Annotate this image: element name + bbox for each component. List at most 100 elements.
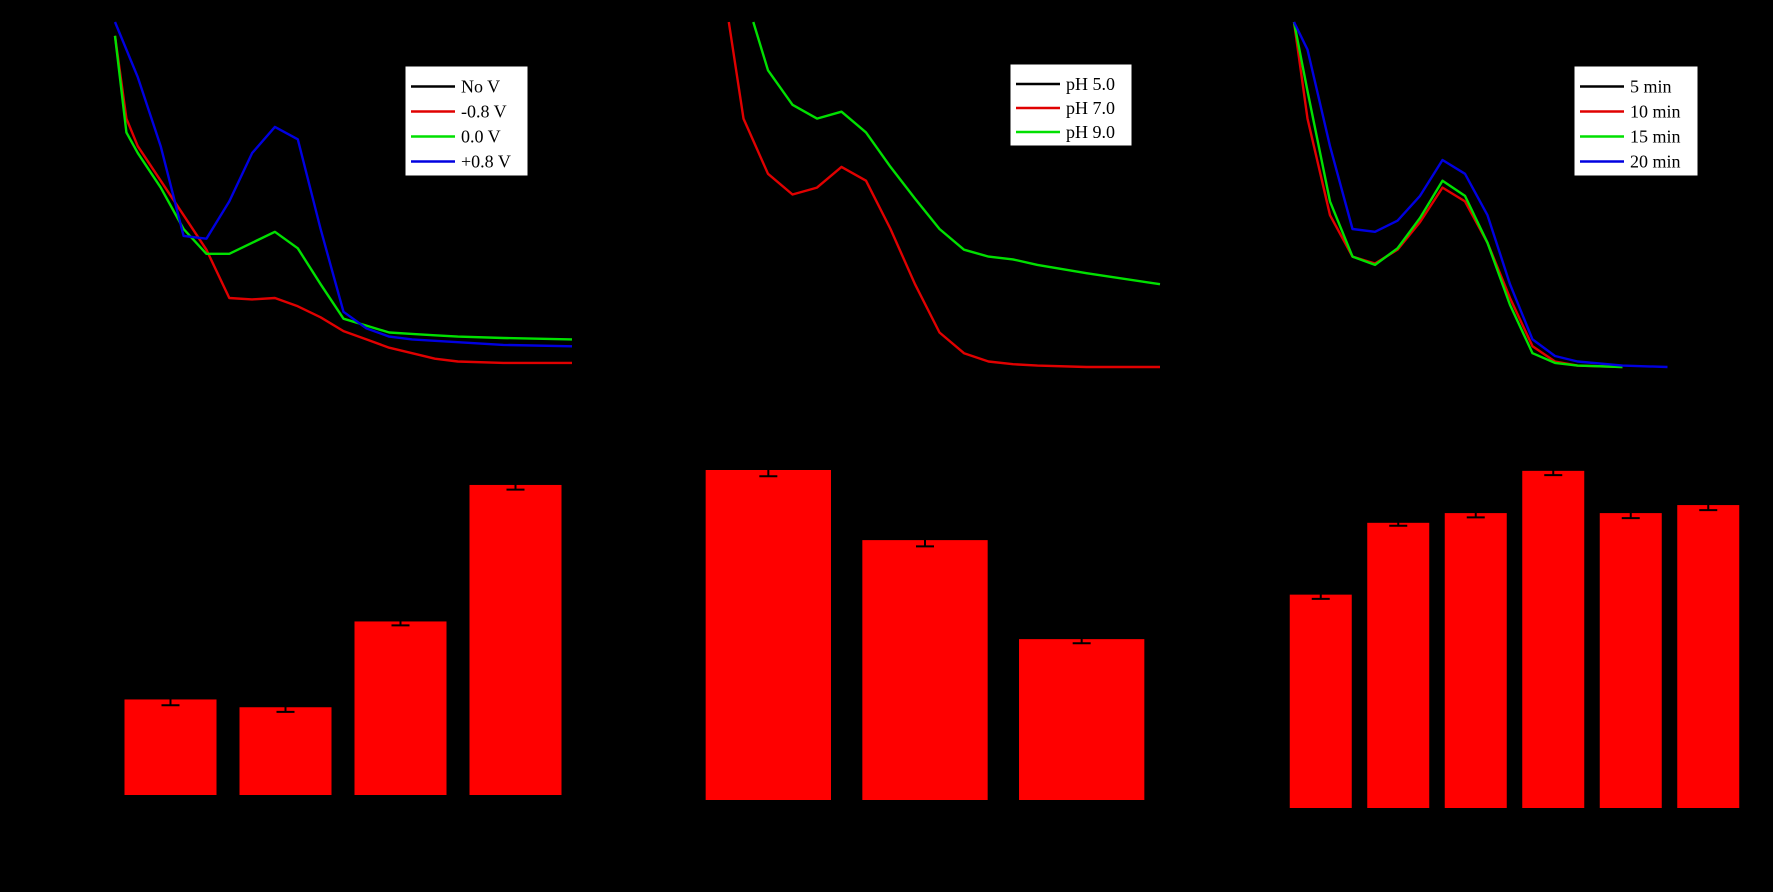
y-tick-label: 60 [1254, 547, 1270, 564]
x-tick-label: 20 [1545, 817, 1561, 834]
legend-entry: 10 min [1630, 102, 1681, 122]
x-tick-label: 350 [903, 376, 927, 393]
y-tick-label: 0.15 [75, 152, 103, 169]
y-tick-label: 0.10 [75, 221, 103, 238]
bar [124, 699, 217, 795]
panel-label: (C) [1340, 45, 1367, 67]
panel-label: (a) [138, 476, 160, 498]
y-tick-label: 40 [1254, 631, 1270, 648]
x-tick-label: 400 [446, 376, 470, 393]
series-line-0-0-V [113, 35, 573, 341]
y-tick-label: 0 [1262, 800, 1270, 817]
legend-entry: No V [461, 77, 500, 97]
legend-entry: 5 min [1630, 77, 1672, 97]
x-tick-label: 250 [1273, 376, 1297, 393]
y-tick-label: 80 [85, 475, 101, 492]
x-tick-label: 300 [781, 376, 805, 393]
legend-entry: pH 5.0 [1066, 74, 1115, 94]
chart-panel-C: (C) 250 300 350 400 450 0.00 0.05 0.10 0.15 0.20 0.… [1191, 14, 1747, 424]
y-tick-label: 20 [1254, 716, 1270, 733]
bar [1599, 513, 1662, 808]
x-axis-label: Wavelength (nm) [281, 403, 406, 424]
legend-entry: 20 min [1630, 152, 1681, 172]
x-tick-label: 400 [1026, 376, 1050, 393]
bar [1444, 513, 1507, 808]
chart-panel-B: (B) 250 300 350 400 450 0.00 0.05 0.10 0.15 0.20 0.… [576, 14, 1172, 424]
chart-panel-a: (a) 0 20 40 60 80 No V -0.8 V 0 V 0.8 V E (V vs. S… [39, 475, 562, 852]
x-axis-label: E (V vs. SCE) [292, 831, 395, 852]
panel-label: (A) [168, 51, 196, 73]
legend-entry: pH 7.0 [1066, 98, 1115, 118]
y-tick-label: 60 [85, 553, 101, 570]
y-tick-label: 0.25 [630, 14, 658, 31]
x-axis-label: Wavelength (nm) [852, 403, 977, 424]
series-line-10-min [1292, 21, 1623, 369]
y-tick-label: 0.15 [1245, 152, 1273, 169]
y-tick-label: 0.15 [630, 152, 658, 169]
y-tick-label: 0.05 [75, 290, 103, 307]
y-tick-label: 20 [85, 709, 101, 726]
chart-panel-A: (A) 250 300 350 400 450 0.00 0.05 0.10 0.15 0.20 0.… [21, 14, 584, 424]
y-tick-label: 0.00 [630, 359, 658, 376]
panel-label: (b) [862, 481, 885, 503]
panel-label: (c) [1306, 486, 1328, 508]
bar [469, 484, 562, 795]
legend-box [404, 65, 529, 177]
x-tick-label: 5 [1317, 817, 1325, 834]
legend-box [1573, 65, 1699, 177]
series-line--0-8-V [113, 35, 572, 365]
x-tick-label: 300 [1386, 376, 1410, 393]
bar [1522, 470, 1585, 808]
chart-panel-b: (b) 0 20 40 60 80 pH 5 pH 7 pH 9 Degradation perc… [616, 462, 1145, 826]
bar [354, 621, 447, 795]
series-line-pH-7-0 [727, 21, 1160, 369]
x-tick-label: 450 [560, 376, 584, 393]
x-tick-label: 25 [1623, 817, 1639, 834]
bar [1019, 639, 1145, 800]
y-tick-label: 0.20 [630, 83, 658, 100]
y-tick-label: 0.00 [75, 359, 103, 376]
y-tick-label: 0.05 [630, 290, 658, 307]
x-tick-label: 15 [1468, 817, 1484, 834]
y-tick-label: 0 [670, 792, 678, 809]
legend-entry: pH 9.0 [1066, 122, 1115, 142]
x-tick-label: 0.8 V [498, 804, 534, 821]
x-tick-label: pH 7 [909, 809, 941, 826]
bar [1367, 522, 1430, 808]
y-tick-label: 0.20 [1245, 83, 1273, 100]
y-axis-label: Degradation percent (%) [39, 550, 60, 728]
x-tick-label: No V [153, 804, 188, 821]
y-tick-label: 0.25 [1245, 14, 1273, 31]
x-tick-label: 250 [103, 376, 127, 393]
y-tick-label: 0.10 [630, 221, 658, 238]
y-axis-label: Degradation percent (%) [1208, 550, 1229, 728]
series-line-15-min [1292, 21, 1623, 369]
bar [705, 470, 831, 800]
y-axis-label: Absorbance (a.u.) [21, 130, 42, 258]
x-tick-label: pH 9 [1066, 809, 1098, 826]
x-tick-label: 350 [332, 376, 356, 393]
legend-entry: 15 min [1630, 127, 1681, 147]
bar [862, 540, 988, 800]
panel-label: (B) [843, 41, 870, 63]
y-tick-label: 40 [85, 631, 101, 648]
y-tick-label: 0.10 [1245, 221, 1273, 238]
x-tick-label: 10 [1390, 817, 1406, 834]
y-axis-label: Absorbance (a.u.) [1191, 130, 1212, 258]
x-tick-label: 450 [1148, 376, 1172, 393]
x-axis-label: Time (minutes) [1459, 844, 1570, 865]
y-tick-label: 0.20 [75, 83, 103, 100]
y-tick-label: 70 [1254, 504, 1270, 521]
series-line--0-8-V [113, 21, 573, 348]
y-tick-label: 40 [662, 627, 678, 644]
series-line-pH-9-0 [752, 21, 1161, 286]
y-tick-label: 0.00 [1245, 359, 1273, 376]
x-tick-label: 400 [1611, 376, 1635, 393]
bar [1677, 505, 1740, 808]
y-tick-label: 80 [662, 462, 678, 479]
x-tick-label: -0.8 V [265, 804, 306, 821]
y-tick-label: 50 [1254, 589, 1270, 606]
y-tick-label: 0.25 [75, 14, 103, 31]
